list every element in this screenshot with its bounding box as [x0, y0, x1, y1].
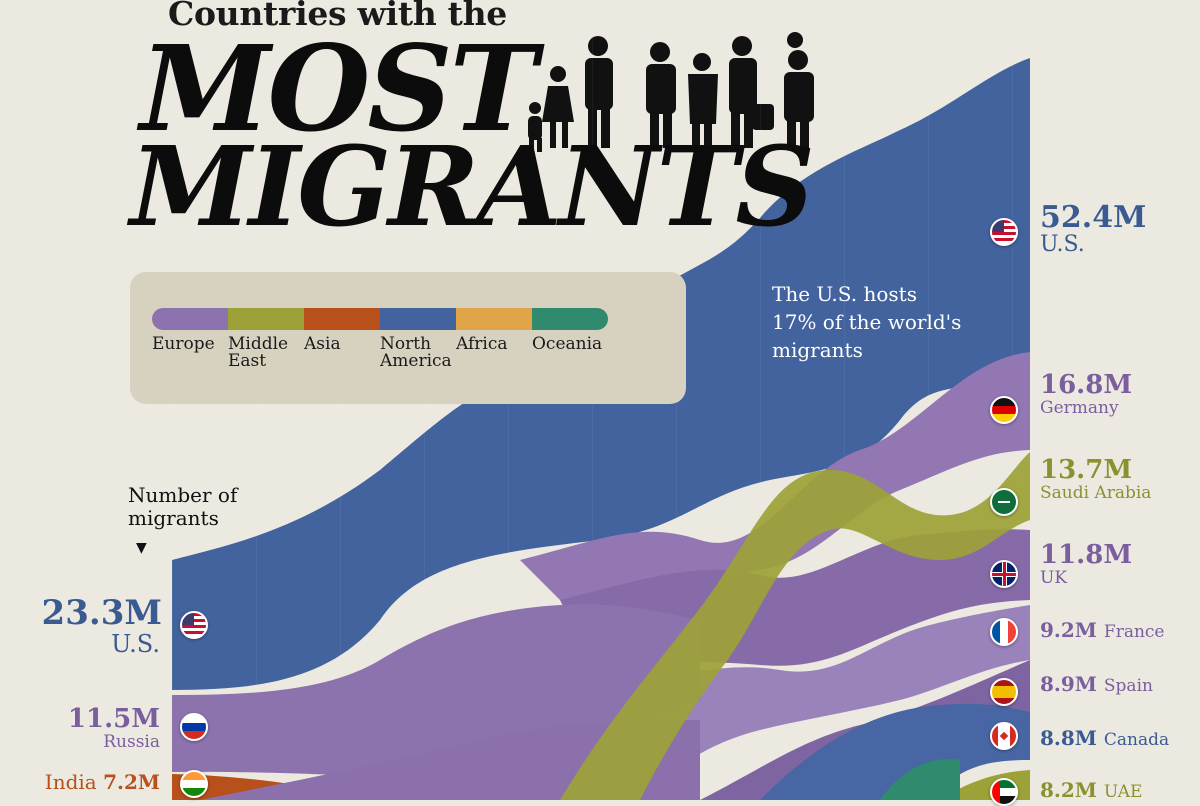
end-label-spain: 8.9M Spain [1040, 672, 1153, 696]
saudi-arabia-flag-icon [990, 488, 1018, 516]
russia-flag-icon [180, 713, 208, 741]
start-value-us: 23.3M [41, 593, 162, 633]
france-flag-icon [990, 618, 1018, 646]
india-flag-icon [180, 770, 208, 798]
legend-item-europe: Europe [152, 308, 228, 353]
legend-label: Asia [304, 334, 341, 354]
end-name-u-s: U.S. [1040, 232, 1085, 257]
start-name-us: U.S. [111, 630, 160, 658]
end-value-u-s: 52.4M [1040, 200, 1147, 235]
end-name-canada: Canada [1103, 730, 1170, 750]
legend-item-north-america: North America [380, 308, 456, 370]
canada-ribbon [760, 703, 1030, 800]
legend-label: Oceania [532, 334, 603, 354]
legend-item-middle-east: Middle East [228, 308, 304, 370]
chart-subtitle: Countries with the [168, 0, 507, 33]
end-name-spain: Spain [1103, 676, 1153, 696]
legend-swatch [380, 308, 456, 330]
legend-label: North America [380, 334, 452, 371]
start-value-russia: 11.5M [67, 704, 160, 734]
legend-swatch [152, 308, 228, 330]
saudi-arabia-ribbon [560, 452, 1030, 800]
chart-title-line2: MIGRANTS [130, 122, 815, 251]
us-flag-icon [990, 218, 1018, 246]
us-annotation: The U.S. hosts 17% of the world's migran… [772, 282, 962, 362]
end-name-uk: UK [1040, 568, 1068, 588]
canada-flag-icon [990, 722, 1018, 750]
legend-item-oceania: Oceania [532, 308, 608, 353]
legend-swatch [304, 308, 380, 330]
legend-label: Europe [152, 334, 215, 354]
down-arrow-icon: ▼ [136, 540, 147, 556]
legend: Europe Middle East Asia North America Africa… [130, 272, 686, 404]
uk-flag-icon [990, 560, 1018, 588]
legend-item-africa: Africa [456, 308, 532, 353]
end-value-canada: 8.8M [1040, 726, 1104, 750]
end-name-saudi-arabia: Saudi Arabia [1040, 483, 1152, 503]
end-value-germany: 16.8M [1040, 370, 1133, 400]
legend-item-asia: Asia [304, 308, 380, 353]
end-value-uae: 8.2M [1040, 778, 1104, 802]
germany-ribbon [520, 352, 1030, 600]
end-value-uk: 11.8M [1040, 540, 1133, 570]
oceania-ribbon [880, 759, 960, 800]
end-value-france: 9.2M [1040, 618, 1104, 642]
end-name-germany: Germany [1040, 398, 1119, 418]
uae-flag-icon [990, 778, 1018, 806]
spain-flag-icon [990, 678, 1018, 706]
end-value-spain: 8.9M [1040, 672, 1104, 696]
end-value-saudi-arabia: 13.7M [1040, 455, 1133, 485]
legend-label: Africa [456, 334, 508, 354]
legend-label: Middle East [228, 334, 289, 371]
start-name-india: India [44, 770, 104, 794]
end-label-france: 9.2M France [1040, 618, 1165, 642]
us-flag-icon [180, 611, 208, 639]
germany-flag-icon [990, 396, 1018, 424]
start-name-russia: Russia [103, 732, 160, 752]
start-value-india: 7.2M [103, 770, 160, 794]
legend-swatch [228, 308, 304, 330]
legend-swatch [532, 308, 608, 330]
end-label-canada: 8.8M Canada [1040, 726, 1169, 750]
end-name-france: France [1103, 622, 1165, 642]
end-label-uae: 8.2M UAE [1040, 778, 1142, 802]
y-axis-label: Number of migrants [128, 483, 238, 530]
legend-swatch [456, 308, 532, 330]
start-label-india: India 7.2M [45, 770, 160, 794]
end-name-uae: UAE [1103, 782, 1143, 802]
chart-title-line1: MOST [140, 19, 537, 158]
